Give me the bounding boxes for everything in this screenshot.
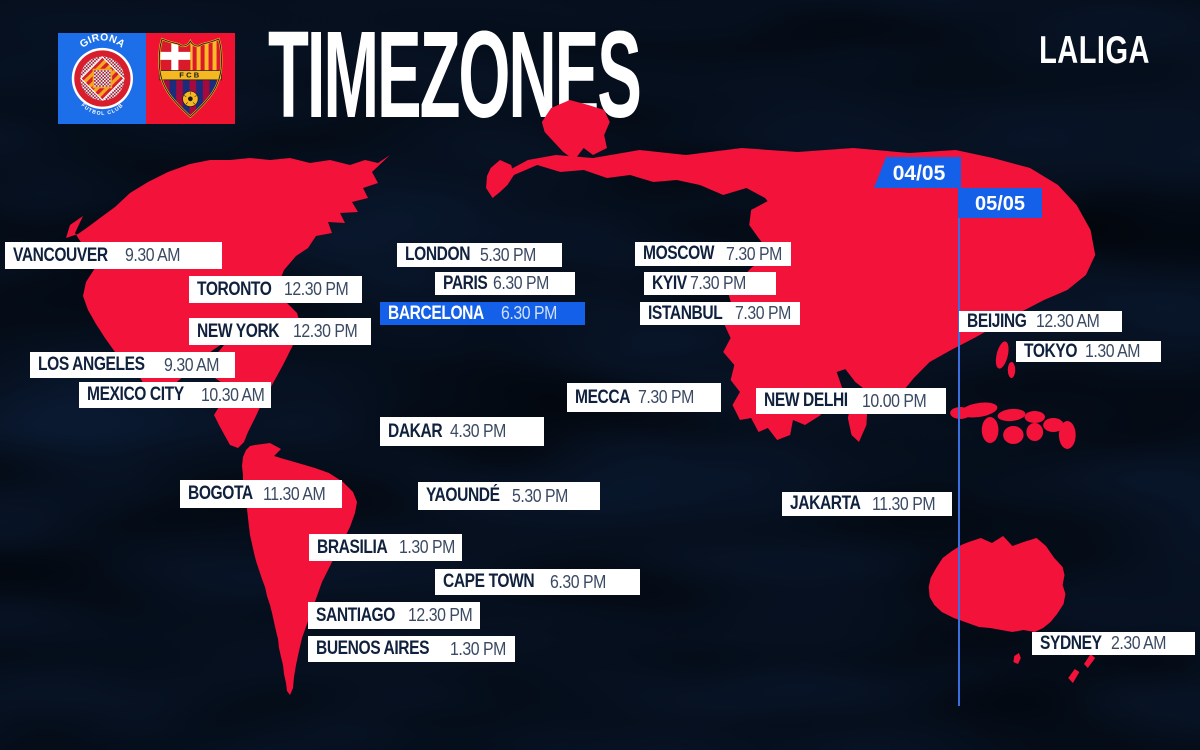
svg-text:04/05: 04/05 [893,162,946,185]
svg-text:05/05: 05/05 [975,193,1025,215]
